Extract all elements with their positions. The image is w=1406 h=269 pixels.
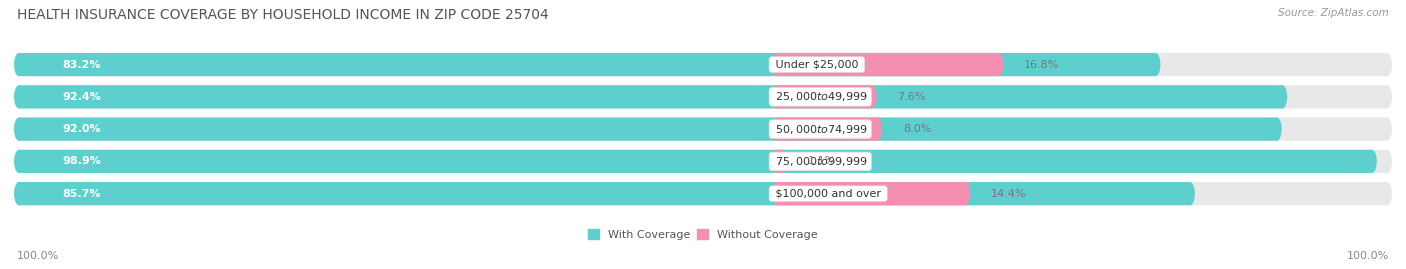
Text: $100,000 and over: $100,000 and over	[772, 189, 884, 199]
Text: 14.4%: 14.4%	[991, 189, 1026, 199]
Ellipse shape	[1367, 150, 1376, 173]
Ellipse shape	[866, 85, 876, 108]
Ellipse shape	[14, 53, 24, 76]
FancyBboxPatch shape	[20, 53, 1156, 76]
Ellipse shape	[1382, 118, 1392, 141]
Ellipse shape	[1277, 85, 1288, 108]
Ellipse shape	[14, 85, 24, 108]
Text: Source: ZipAtlas.com: Source: ZipAtlas.com	[1278, 8, 1389, 18]
Text: 92.0%: 92.0%	[62, 124, 101, 134]
FancyBboxPatch shape	[20, 150, 1386, 173]
Ellipse shape	[14, 118, 24, 141]
Ellipse shape	[772, 85, 782, 108]
Ellipse shape	[1382, 150, 1392, 173]
Ellipse shape	[1382, 53, 1392, 76]
Ellipse shape	[1382, 182, 1392, 205]
Ellipse shape	[872, 118, 882, 141]
Text: 92.4%: 92.4%	[62, 92, 101, 102]
Ellipse shape	[14, 182, 24, 205]
Ellipse shape	[14, 150, 24, 173]
Text: 7.6%: 7.6%	[897, 92, 925, 102]
FancyBboxPatch shape	[20, 118, 1386, 141]
Ellipse shape	[960, 182, 970, 205]
Text: 16.8%: 16.8%	[1024, 59, 1060, 70]
Legend: With Coverage, Without Coverage: With Coverage, Without Coverage	[588, 229, 818, 240]
Ellipse shape	[1185, 182, 1195, 205]
FancyBboxPatch shape	[20, 182, 1386, 205]
Ellipse shape	[14, 53, 24, 76]
Text: 8.0%: 8.0%	[903, 124, 931, 134]
Ellipse shape	[1382, 85, 1392, 108]
FancyBboxPatch shape	[778, 182, 966, 205]
Ellipse shape	[778, 150, 787, 173]
Text: 85.7%: 85.7%	[62, 189, 101, 199]
Ellipse shape	[772, 150, 782, 173]
FancyBboxPatch shape	[20, 85, 1282, 108]
Ellipse shape	[994, 53, 1004, 76]
FancyBboxPatch shape	[778, 53, 998, 76]
Ellipse shape	[772, 53, 782, 76]
Text: HEALTH INSURANCE COVERAGE BY HOUSEHOLD INCOME IN ZIP CODE 25704: HEALTH INSURANCE COVERAGE BY HOUSEHOLD I…	[17, 8, 548, 22]
Ellipse shape	[1150, 53, 1160, 76]
FancyBboxPatch shape	[778, 85, 872, 108]
Text: 98.9%: 98.9%	[62, 156, 101, 167]
Text: 100.0%: 100.0%	[17, 251, 59, 261]
FancyBboxPatch shape	[778, 118, 877, 141]
Ellipse shape	[14, 150, 24, 173]
Text: 83.2%: 83.2%	[62, 59, 101, 70]
Text: 100.0%: 100.0%	[1347, 251, 1389, 261]
Ellipse shape	[1272, 118, 1282, 141]
Ellipse shape	[14, 118, 24, 141]
Ellipse shape	[14, 85, 24, 108]
Ellipse shape	[772, 118, 782, 141]
FancyBboxPatch shape	[20, 182, 1189, 205]
Text: $50,000 to $74,999: $50,000 to $74,999	[772, 123, 869, 136]
FancyBboxPatch shape	[20, 85, 1386, 108]
Ellipse shape	[14, 182, 24, 205]
FancyBboxPatch shape	[20, 150, 1372, 173]
FancyBboxPatch shape	[20, 53, 1386, 76]
FancyBboxPatch shape	[778, 150, 782, 173]
Ellipse shape	[772, 182, 782, 205]
Text: $75,000 to $99,999: $75,000 to $99,999	[772, 155, 869, 168]
Text: $25,000 to $49,999: $25,000 to $49,999	[772, 90, 869, 103]
Text: Under $25,000: Under $25,000	[772, 59, 862, 70]
Text: 1.1%: 1.1%	[807, 156, 837, 167]
FancyBboxPatch shape	[20, 118, 1277, 141]
